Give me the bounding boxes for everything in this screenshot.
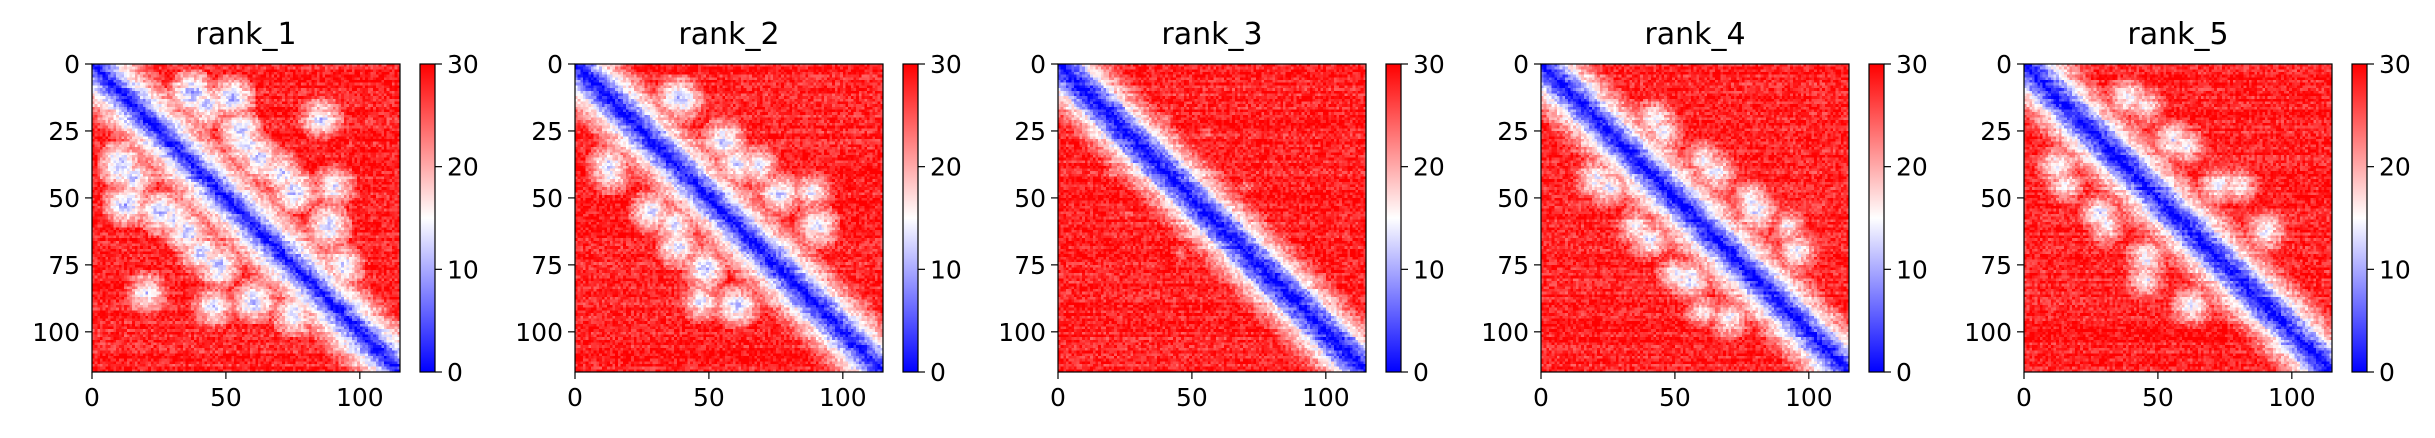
colorbar-tick-label: 0 bbox=[930, 358, 946, 387]
colorbar-tick-label: 0 bbox=[1896, 358, 1912, 387]
chart-title: rank_3 bbox=[1161, 17, 1262, 52]
colorbar bbox=[1868, 63, 1885, 373]
x-tick-label: 100 bbox=[1302, 383, 1350, 412]
chart-title: rank_5 bbox=[2127, 17, 2228, 52]
x-tick-label: 50 bbox=[693, 383, 725, 412]
y-tick-label: 25 bbox=[1980, 117, 2012, 146]
colorbar-tick-label: 30 bbox=[1896, 50, 1928, 79]
chart-title: rank_2 bbox=[678, 17, 779, 52]
y-tick-label: 0 bbox=[1996, 50, 2012, 79]
y-tick-label: 100 bbox=[1481, 318, 1529, 347]
y-tick-label: 25 bbox=[48, 117, 80, 146]
colorbar bbox=[1385, 63, 1402, 373]
y-tick-label: 75 bbox=[48, 251, 80, 280]
colorbar bbox=[902, 63, 919, 373]
x-tick-label: 100 bbox=[1785, 383, 1833, 412]
x-tick-label: 100 bbox=[2268, 383, 2316, 412]
heatmap-panel-3: rank_3 0 50 100 0 25 50 75 100 0 10 20 30 bbox=[998, 17, 1445, 412]
colorbar-tick-label: 10 bbox=[2379, 255, 2411, 284]
y-tick-label: 75 bbox=[1497, 251, 1529, 280]
x-tick-label: 50 bbox=[1659, 383, 1691, 412]
heatmap-panel-2: rank_2 0 50 100 0 25 50 75 100 0 10 20 30 bbox=[515, 17, 962, 412]
colorbar bbox=[2351, 63, 2368, 373]
y-tick-label: 100 bbox=[998, 318, 1046, 347]
y-tick-label: 100 bbox=[1964, 318, 2012, 347]
colorbar-tick-label: 10 bbox=[1896, 255, 1928, 284]
heatmap-panel-1: rank_1 0 50 100 0 25 50 75 100 0 10 20 30 bbox=[32, 17, 479, 412]
y-tick-label: 25 bbox=[1497, 117, 1529, 146]
heatmap-image bbox=[1058, 64, 1366, 372]
plot-frame bbox=[1540, 63, 1850, 373]
heatmap-image bbox=[575, 64, 883, 372]
y-tick-label: 0 bbox=[1030, 50, 1046, 79]
colorbar-tick-label: 0 bbox=[1413, 358, 1429, 387]
colorbar-tick-label: 10 bbox=[447, 255, 479, 284]
chart-title: rank_4 bbox=[1644, 17, 1745, 52]
y-tick-label: 50 bbox=[1014, 184, 1046, 213]
x-tick-label: 100 bbox=[336, 383, 384, 412]
x-tick-label: 0 bbox=[1533, 383, 1549, 412]
x-tick-label: 0 bbox=[84, 383, 100, 412]
heatmap-image bbox=[92, 64, 400, 372]
colorbar-tick-label: 20 bbox=[1896, 153, 1928, 182]
y-tick-label: 75 bbox=[1014, 251, 1046, 280]
colorbar-tick-label: 30 bbox=[447, 50, 479, 79]
colorbar-tick-label: 20 bbox=[1413, 153, 1445, 182]
x-tick-label: 0 bbox=[2016, 383, 2032, 412]
y-tick-label: 100 bbox=[32, 318, 80, 347]
colorbar-tick-label: 20 bbox=[2379, 153, 2411, 182]
plot-frame bbox=[91, 63, 401, 373]
plot-frame bbox=[2023, 63, 2333, 373]
colorbar bbox=[419, 63, 436, 373]
y-tick-label: 75 bbox=[531, 251, 563, 280]
heatmap-panel-5: rank_5 0 50 100 0 25 50 75 100 0 10 20 30 bbox=[1964, 17, 2411, 412]
y-tick-label: 50 bbox=[1497, 184, 1529, 213]
colorbar-tick-label: 0 bbox=[2379, 358, 2395, 387]
x-tick-label: 50 bbox=[2142, 383, 2174, 412]
y-tick-label: 50 bbox=[48, 184, 80, 213]
y-tick-label: 100 bbox=[515, 318, 563, 347]
heatmap-panel-4: rank_4 0 50 100 0 25 50 75 100 0 10 20 30 bbox=[1481, 17, 1928, 412]
colorbar-tick-label: 30 bbox=[930, 50, 962, 79]
x-tick-label: 0 bbox=[1050, 383, 1066, 412]
colorbar-tick-label: 20 bbox=[447, 153, 479, 182]
colorbar-tick-label: 0 bbox=[447, 358, 463, 387]
y-tick-label: 0 bbox=[1513, 50, 1529, 79]
y-tick-label: 25 bbox=[1014, 117, 1046, 146]
y-tick-label: 75 bbox=[1980, 251, 2012, 280]
colorbar-tick-label: 10 bbox=[1413, 255, 1445, 284]
x-tick-label: 100 bbox=[819, 383, 867, 412]
chart-title: rank_1 bbox=[195, 17, 296, 52]
y-tick-label: 0 bbox=[547, 50, 563, 79]
plot-frame bbox=[1057, 63, 1367, 373]
y-tick-label: 25 bbox=[531, 117, 563, 146]
colorbar-tick-label: 20 bbox=[930, 153, 962, 182]
colorbar-tick-label: 30 bbox=[1413, 50, 1445, 79]
heatmap-image bbox=[2024, 64, 2332, 372]
heatmap-image bbox=[1541, 64, 1849, 372]
x-tick-label: 50 bbox=[1176, 383, 1208, 412]
y-tick-label: 50 bbox=[531, 184, 563, 213]
y-tick-label: 50 bbox=[1980, 184, 2012, 213]
x-tick-label: 50 bbox=[210, 383, 242, 412]
y-tick-label: 0 bbox=[64, 50, 80, 79]
plot-frame bbox=[574, 63, 884, 373]
colorbar-tick-label: 30 bbox=[2379, 50, 2411, 79]
colorbar-tick-label: 10 bbox=[930, 255, 962, 284]
x-tick-label: 0 bbox=[567, 383, 583, 412]
